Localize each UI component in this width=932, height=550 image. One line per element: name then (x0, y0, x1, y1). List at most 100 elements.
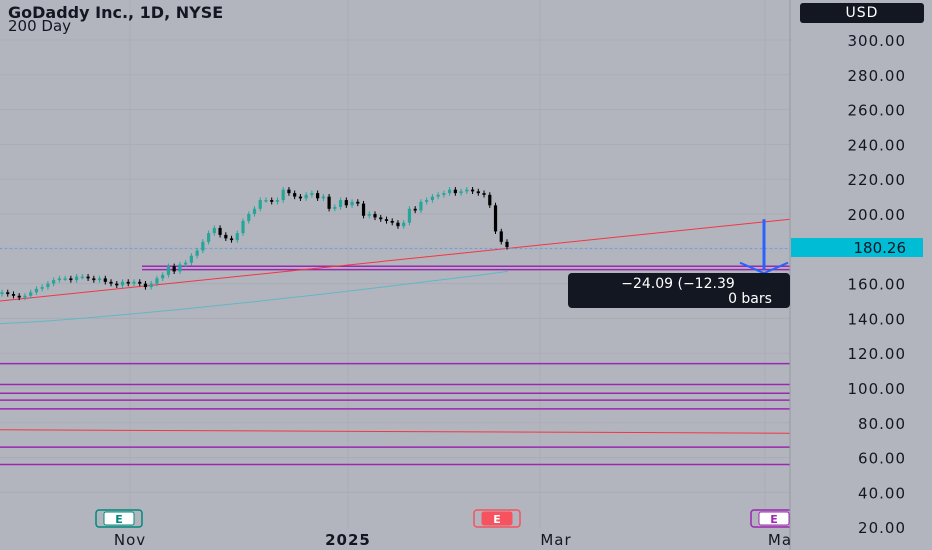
candle-body (235, 233, 239, 241)
candle-body (436, 194, 440, 197)
candle-body (413, 208, 417, 211)
candle-body (396, 222, 400, 227)
candle-body (224, 234, 228, 239)
price-axis-label: 120.00 (848, 345, 907, 363)
candle-body (115, 283, 119, 286)
moving-average-line (0, 270, 509, 325)
candle-body (505, 241, 509, 248)
measure-arrow[interactable] (739, 219, 789, 275)
candle-body (476, 191, 480, 194)
price-tag-text: 180.26 (854, 239, 907, 257)
candle-body (344, 200, 348, 206)
candle-body (470, 189, 475, 192)
candle-body (63, 278, 67, 280)
candle-body (166, 266, 171, 275)
candle-body (293, 193, 297, 197)
candle-body (132, 281, 136, 284)
horizontal-ray-line[interactable] (0, 429, 791, 434)
horizontal-levels[interactable] (0, 265, 791, 466)
time-axis-label: Mar (540, 531, 571, 549)
candle-body (367, 214, 371, 216)
price-axis[interactable]: 300.00 280.00 260.00 240.00 220.00 200.00 160.… (848, 32, 907, 537)
currency-badge[interactable]: USD (800, 3, 924, 23)
symbol-title[interactable]: GoDaddy Inc., 1D, NYSE (8, 3, 224, 22)
candle-body (97, 278, 102, 281)
price-axis-label: 60.00 (858, 450, 906, 468)
time-axis-label: Ma (768, 531, 792, 549)
candle-body (138, 281, 142, 284)
candle-body (384, 219, 389, 221)
candle-body (143, 283, 148, 288)
candle-body (270, 200, 274, 202)
candle-body (407, 208, 412, 223)
candle-body (229, 238, 234, 241)
candle-body (241, 220, 245, 234)
time-axis[interactable]: Nov 2025 Mar Ma (114, 531, 792, 549)
candle-body (40, 287, 44, 289)
candle-body (34, 288, 39, 293)
price-axis-label: 280.00 (848, 67, 907, 85)
chart-grid (0, 0, 790, 528)
candle-body (264, 200, 268, 202)
price-axis-label: 220.00 (848, 171, 907, 189)
earnings-marker[interactable]: E (95, 509, 143, 528)
candle-body (304, 194, 308, 199)
candle-body (356, 201, 360, 204)
earnings-marker-label: E (115, 513, 123, 526)
candle-body (184, 262, 188, 265)
candles (0, 187, 509, 301)
candle-body (298, 196, 303, 199)
measure-bars-text: 0 bars (728, 291, 772, 307)
earnings-marker[interactable]: E (750, 509, 798, 528)
candle-body (499, 231, 503, 242)
candle-body (316, 193, 320, 199)
candle-body (390, 220, 394, 223)
candle-body (161, 274, 165, 279)
candle-body (361, 203, 366, 216)
earnings-marker-box (758, 511, 790, 526)
candle-body (11, 294, 16, 296)
earnings-marker-box (481, 511, 513, 526)
candle-body (218, 227, 222, 235)
candle-body (103, 278, 107, 282)
candle-body (52, 280, 56, 284)
price-axis-label: 40.00 (858, 484, 906, 502)
candle-body (419, 201, 423, 211)
current-price-tag: 180.26 (791, 238, 923, 257)
candle-body (252, 208, 257, 214)
earnings-marker-outline (95, 509, 143, 528)
candle-body (212, 227, 216, 234)
candle-body (258, 200, 262, 209)
candle-body (172, 266, 176, 272)
candle-body (57, 278, 61, 281)
trend-line[interactable] (0, 218, 791, 302)
candle-body (6, 292, 10, 295)
price-axis-label: 20.00 (858, 519, 906, 537)
earnings-marker-label: E (770, 513, 778, 526)
price-axis-label: 200.00 (848, 206, 907, 224)
price-axis-label: 240.00 (848, 136, 907, 154)
candle-body (373, 214, 377, 218)
candle-body (195, 250, 199, 256)
candle-body (482, 193, 486, 195)
candle-body (350, 201, 354, 206)
candle-body (488, 194, 492, 206)
candle-body (189, 255, 193, 263)
candle-body (17, 295, 21, 298)
candle-body (92, 278, 96, 281)
candle-body (453, 189, 457, 194)
candle-body (149, 283, 153, 288)
time-axis-label: Nov (114, 531, 146, 549)
indicator-title[interactable]: 200 Day (8, 17, 72, 35)
price-axis-label: 300.00 (848, 32, 907, 50)
earnings-marker[interactable]: E (473, 509, 521, 528)
price-axis-label: 100.00 (848, 380, 907, 398)
candle-body (69, 278, 73, 281)
price-axis-bg (790, 0, 932, 550)
candle-body (287, 189, 291, 194)
candle-body (155, 278, 159, 284)
candle-body (75, 276, 79, 281)
measure-change-text: −24.09 (−12.39 (621, 276, 735, 292)
